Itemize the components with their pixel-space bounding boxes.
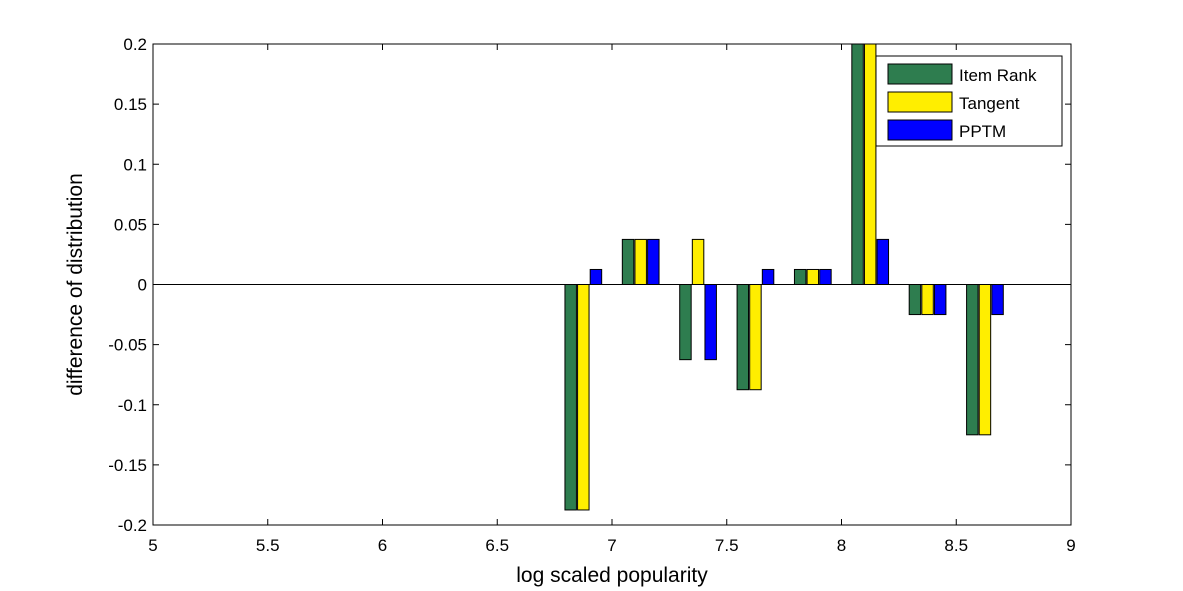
y-tick-label: -0.05 (108, 336, 147, 355)
y-tick-label: -0.2 (118, 516, 147, 535)
x-tick-label: 6 (378, 536, 387, 555)
bar-pptm-3 (761, 268, 775, 285)
x-axis-ticks: 5 5.5 6 6.5 7 7.5 8 8.5 9 (148, 44, 1076, 555)
bar-pptm-0 (589, 268, 603, 285)
bar-item-rank-7 (966, 284, 979, 436)
legend-entry-label: PPTM (959, 122, 1006, 141)
bar-pptm-7 (991, 284, 1004, 316)
x-tick-label: 7.5 (715, 536, 739, 555)
bar-tangent-5 (863, 43, 877, 285)
y-tick-label: 0.05 (114, 215, 147, 234)
bar-item-rank-1 (621, 238, 635, 285)
bar-pptm-6 (933, 284, 947, 316)
y-tick-label: -0.15 (108, 456, 147, 475)
bar-item-rank-4 (793, 268, 807, 285)
y-tick-label: -0.1 (118, 396, 147, 415)
bar-tangent-3 (749, 284, 762, 391)
bar-tangent-0 (577, 284, 590, 511)
legend-swatch (887, 119, 953, 141)
x-tick-label: 5.5 (256, 536, 280, 555)
y-tick-label: 0.15 (114, 95, 147, 114)
bar-pptm-2 (704, 284, 717, 361)
bars-group (564, 43, 1004, 511)
x-tick-label: 6.5 (485, 536, 509, 555)
y-tick-label: 0 (138, 276, 147, 295)
y-axis-label: difference of distribution (64, 173, 87, 396)
x-tick-label: 8 (837, 536, 846, 555)
y-tick-label: 0.1 (123, 155, 147, 174)
x-tick-label: 7 (607, 536, 616, 555)
bar-tangent-6 (921, 284, 934, 316)
bar-pptm-5 (876, 238, 890, 285)
bar-tangent-2 (691, 238, 705, 285)
y-tick-label: 0.2 (123, 35, 147, 54)
x-tick-label: 8.5 (944, 536, 968, 555)
bar-item-rank-5 (851, 43, 864, 285)
bar-tangent-1 (634, 238, 647, 285)
legend-swatch (887, 91, 953, 113)
bar-item-rank-3 (736, 284, 750, 391)
bar-tangent-7 (978, 284, 992, 436)
x-axis-label: log scaled popularity (516, 564, 708, 587)
x-tick-label: 5 (148, 536, 157, 555)
y-axis-ticks: -0.2 -0.15 -0.1 -0.05 0 0.05 0.1 0.15 0.2 (108, 35, 1071, 535)
bar-pptm-4 (819, 268, 832, 285)
bar-tangent-4 (806, 268, 820, 285)
legend-swatch (887, 63, 953, 85)
bar-item-rank-2 (679, 284, 692, 361)
bar-item-rank-6 (908, 284, 922, 316)
bar-item-rank-0 (564, 284, 577, 511)
legend-entry-label: Item Rank (959, 66, 1037, 85)
legend: Item Rank Tangent PPTM (875, 55, 1063, 147)
bar-pptm-1 (647, 238, 660, 285)
legend-entry-label: Tangent (959, 94, 1020, 113)
x-tick-label: 9 (1066, 536, 1075, 555)
